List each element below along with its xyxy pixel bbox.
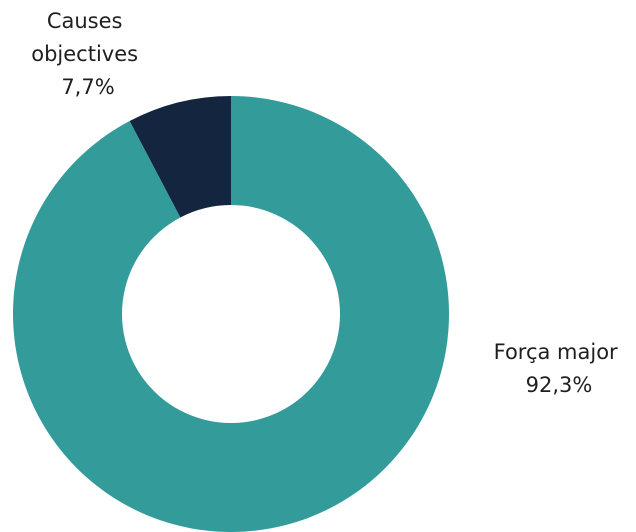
slice-value-forca-major: 92,3% [526,373,593,397]
slice-label-causes-objectives-line-1: Causes [47,9,123,33]
donut-slices [13,96,450,532]
slice-label-forca-major: Força major 92,3% [494,340,625,397]
slice-causes-objectives [129,96,231,218]
slice-label-causes-objectives: Causes objectives 7,7% [31,9,145,99]
slice-value-causes-objectives: 7,7% [61,75,114,99]
slice-label-causes-objectives-line-2: objectives [31,42,138,66]
slice-label-forca-major-line-1: Força major [494,340,618,364]
slice-forca-major [13,96,450,532]
